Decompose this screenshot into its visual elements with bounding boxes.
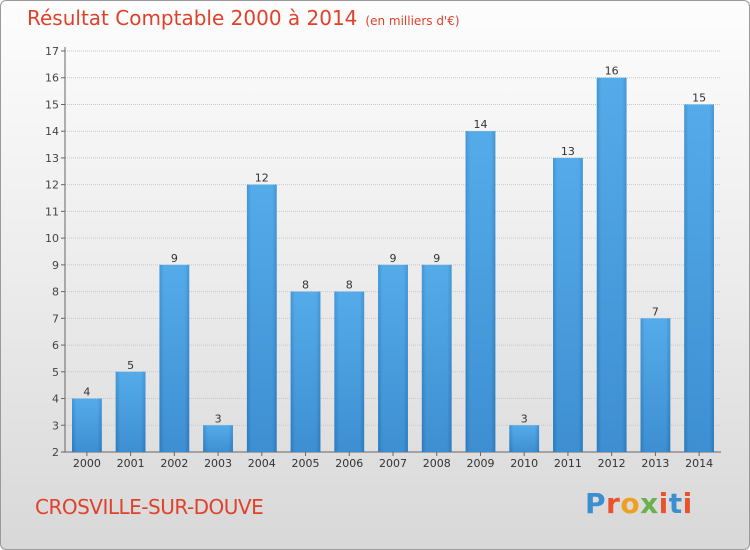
bar-shade-2006	[334, 291, 365, 452]
y-tick-label: 4	[52, 393, 59, 406]
data-label: 13	[561, 145, 575, 158]
bar-group	[421, 264, 452, 452]
y-tick-label: 5	[52, 366, 59, 379]
data-label: 16	[605, 65, 619, 78]
chart-title: Résultat Comptable 2000 à 2014 (en millie…	[27, 6, 460, 30]
bar-group	[596, 77, 627, 452]
bar-group	[465, 131, 496, 452]
data-label: 3	[521, 412, 528, 425]
bar-group	[159, 264, 190, 452]
x-tick-label: 2000	[73, 457, 101, 470]
bar-shade-2005	[290, 291, 321, 452]
bar-shade-2011	[553, 157, 583, 452]
bar-group	[334, 291, 365, 452]
data-label: 3	[215, 412, 222, 425]
logo-letter: o	[620, 487, 641, 520]
bar-group	[71, 398, 102, 452]
x-tick-label: 2006	[335, 457, 363, 470]
data-label: 12	[255, 172, 269, 185]
x-tick-label: 2010	[510, 457, 538, 470]
bar-group	[378, 264, 408, 452]
x-tick-label: 2012	[598, 457, 626, 470]
x-tick-label: 2014	[685, 457, 713, 470]
y-tick-label: 17	[45, 45, 59, 58]
y-tick-label: 9	[52, 259, 59, 272]
bar-shade-2008	[421, 264, 452, 452]
data-label: 9	[390, 252, 397, 265]
bar-shade-2001	[115, 371, 146, 452]
data-label: 4	[83, 386, 90, 399]
bar-group	[115, 371, 146, 452]
logo-letter: i	[682, 487, 693, 520]
data-label: 14	[473, 118, 487, 131]
chart-subtitle: (en milliers d'€)	[365, 14, 460, 28]
logo-letter: x	[640, 487, 659, 520]
x-tick-label: 2011	[554, 457, 582, 470]
y-tick-label: 16	[45, 72, 59, 85]
data-label: 8	[302, 279, 309, 292]
chart-title-text: Résultat Comptable 2000 à 2014	[27, 6, 358, 30]
logo-letter: i	[658, 487, 669, 520]
x-tick-label: 2009	[466, 457, 494, 470]
bar-shade-2013	[640, 318, 671, 452]
y-tick-label: 6	[52, 339, 59, 352]
bar-group	[684, 104, 715, 452]
data-label: 15	[692, 91, 706, 104]
y-tick-label: 3	[52, 419, 59, 432]
bar-shade-2012	[596, 77, 627, 452]
bar-group	[640, 318, 671, 452]
data-label: 9	[433, 252, 440, 265]
y-tick-label: 13	[45, 152, 59, 165]
bar-group	[553, 157, 583, 452]
y-tick-label: 8	[52, 286, 59, 299]
y-tick-label: 7	[52, 312, 59, 325]
bar-group	[203, 425, 233, 452]
bar-shade-2002	[159, 264, 190, 452]
bar-group	[290, 291, 321, 452]
x-tick-label: 2008	[423, 457, 451, 470]
bar-shade-2010	[509, 425, 540, 452]
bar-shade-2007	[378, 264, 408, 452]
bar-shade-2003	[203, 425, 233, 452]
x-tick-label: 2007	[379, 457, 407, 470]
y-tick-label: 15	[45, 98, 59, 111]
data-label: 5	[127, 359, 134, 372]
y-tick-label: 11	[45, 205, 59, 218]
y-tick-label: 2	[52, 446, 59, 459]
y-tick-label: 10	[45, 232, 59, 245]
x-tick-label: 2004	[248, 457, 276, 470]
x-tick-label: 2013	[641, 457, 669, 470]
x-tick-label: 2002	[160, 457, 188, 470]
x-tick-label: 2005	[292, 457, 320, 470]
labels: 2 3 4 5 6 7 8 9 10 11 12 13 14 15 16 17 2000 4 2001 5 2002 9 2…	[45, 45, 713, 470]
y-tick-label: 14	[45, 125, 59, 138]
bar-group	[509, 425, 540, 452]
bar-shade-2004	[246, 184, 277, 452]
bar-shade-2009	[465, 131, 496, 452]
bars	[71, 77, 715, 452]
data-label: 7	[652, 305, 659, 318]
bar-shade-2014	[684, 104, 715, 452]
data-label: 8	[346, 279, 353, 292]
data-label: 9	[171, 252, 178, 265]
x-tick-label: 2001	[117, 457, 145, 470]
city-name: CROSVILLE-SUR-DOUVE	[35, 495, 264, 519]
bar-shade-2000	[71, 398, 102, 452]
bar-group	[246, 184, 277, 452]
logo-letter: P	[585, 487, 607, 520]
y-tick-label: 12	[45, 179, 59, 192]
logo-letter: r	[606, 487, 621, 520]
x-tick-label: 2003	[204, 457, 232, 470]
proxiti-logo[interactable]: Proxiti	[585, 487, 693, 520]
logo-letter: t	[668, 487, 683, 520]
